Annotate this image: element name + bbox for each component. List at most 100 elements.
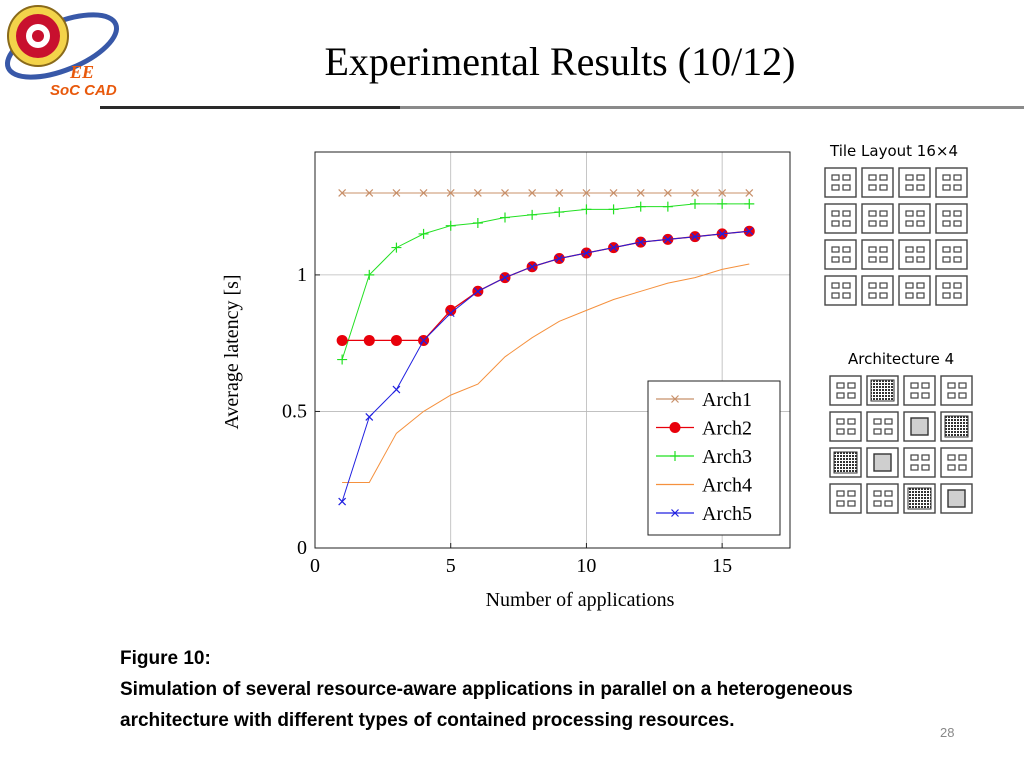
core — [910, 464, 919, 471]
core — [847, 418, 856, 425]
core — [916, 174, 925, 181]
core — [942, 174, 951, 181]
x-tick-label: 10 — [576, 555, 596, 577]
x-tick-label: 0 — [310, 555, 320, 577]
core — [868, 220, 877, 227]
core — [916, 282, 925, 289]
core — [831, 246, 840, 253]
data-point-arch1 — [365, 189, 374, 197]
tile — [866, 483, 899, 514]
core — [873, 500, 882, 507]
core — [879, 210, 888, 217]
core — [916, 210, 925, 217]
core — [905, 220, 914, 227]
core — [879, 184, 888, 191]
core — [921, 454, 930, 461]
x-tick-label: 5 — [446, 555, 456, 577]
core — [921, 392, 930, 399]
core — [842, 292, 851, 299]
data-point-arch1 — [528, 189, 537, 197]
core — [831, 292, 840, 299]
core — [958, 382, 967, 389]
core — [847, 428, 856, 435]
data-point-arch5 — [636, 238, 645, 247]
data-point-arch5 — [555, 254, 564, 263]
core — [836, 392, 845, 399]
tile — [861, 167, 894, 198]
plot-frame — [314, 151, 791, 549]
data-point-arch3 — [391, 242, 402, 253]
tile-layout-diagram — [824, 167, 968, 306]
tile — [829, 375, 862, 406]
data-point-arch5 — [528, 262, 537, 271]
data-point-arch5 — [446, 309, 455, 318]
architecture-diagram — [829, 375, 973, 514]
tile — [861, 203, 894, 234]
accelerator-core — [944, 415, 969, 438]
data-point-arch3 — [527, 209, 538, 220]
page-number: 28 — [940, 725, 955, 740]
core — [905, 282, 914, 289]
data-point-arch5 — [392, 385, 401, 394]
tile — [940, 447, 973, 478]
core — [879, 256, 888, 263]
logo-emblem-icon — [4, 5, 120, 80]
core — [836, 490, 845, 497]
data-point-arch2 — [445, 304, 457, 316]
core — [953, 220, 962, 227]
legend-label: Arch2 — [702, 418, 752, 440]
legend-label: Arch5 — [702, 503, 752, 525]
data-point-arch3 — [662, 201, 673, 212]
legend-label: Arch4 — [702, 475, 752, 497]
data-point-arch3 — [744, 198, 755, 209]
core — [942, 184, 951, 191]
core — [831, 210, 840, 217]
data-point-arch3 — [500, 212, 510, 223]
data-point-arch1 — [691, 189, 699, 197]
core — [947, 392, 956, 399]
core — [958, 454, 967, 461]
y-tick-label: 1 — [297, 264, 307, 286]
series-line-arch3 — [341, 203, 750, 360]
data-point-arch5 — [338, 497, 347, 506]
core — [942, 256, 951, 263]
core — [868, 282, 877, 289]
data-point-arch1 — [338, 189, 347, 197]
big-core — [947, 489, 966, 508]
x-tick-label: 15 — [712, 555, 732, 577]
core — [958, 392, 967, 399]
core — [831, 184, 840, 191]
core — [947, 454, 956, 461]
data-point-arch5 — [745, 227, 754, 236]
core — [953, 292, 962, 299]
core — [953, 256, 962, 263]
tile — [903, 447, 936, 478]
core — [836, 382, 845, 389]
core — [868, 256, 877, 263]
core — [942, 246, 951, 253]
core — [916, 246, 925, 253]
y-tick-label: 0 — [297, 537, 307, 559]
tile — [866, 411, 899, 442]
architecture-title: Architecture 4 — [848, 350, 955, 368]
data-point-arch1 — [419, 189, 428, 197]
data-point-arch5 — [609, 243, 618, 252]
tile-layout-title: Tile Layout 16×4 — [830, 142, 958, 160]
core — [879, 220, 888, 227]
core — [831, 282, 840, 289]
data-point-arch1 — [718, 189, 727, 197]
data-point-arch1 — [609, 189, 618, 197]
data-point-arch2 — [336, 334, 348, 346]
tile — [824, 239, 857, 270]
core — [847, 382, 856, 389]
core — [879, 282, 888, 289]
core — [905, 210, 914, 217]
tile — [903, 375, 936, 406]
data-point-arch1 — [582, 189, 591, 197]
core — [842, 174, 851, 181]
accelerator-core — [870, 379, 895, 402]
core — [873, 428, 882, 435]
tile — [898, 275, 931, 306]
data-point-arch1 — [745, 189, 754, 197]
core — [953, 210, 962, 217]
